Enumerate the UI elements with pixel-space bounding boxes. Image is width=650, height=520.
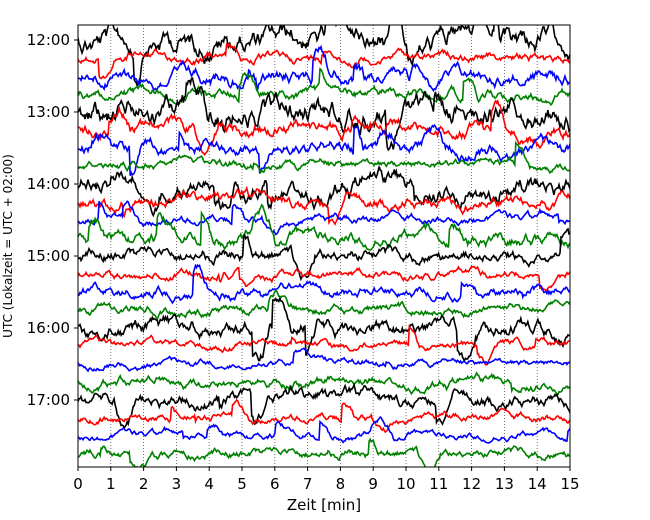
seismogram-trace (78, 67, 570, 107)
seismogram-trace (78, 25, 570, 88)
seismogram-trace (78, 200, 570, 236)
seismogram-trace (78, 166, 570, 218)
x-tick-label: 9 (368, 475, 378, 493)
seismogram-trace (78, 399, 570, 434)
seismogram-trace (78, 437, 570, 467)
plot-frame (77, 24, 571, 468)
seismogram-trace (78, 288, 570, 321)
seismogram-trace (78, 185, 570, 226)
seismogram-trace (78, 44, 570, 93)
x-tick-label: 1 (106, 475, 116, 493)
seismogram-trace (78, 371, 570, 396)
x-tick-label: 5 (237, 475, 247, 493)
seismogram-trace (78, 296, 570, 362)
seismogram-trace (78, 265, 570, 293)
y-axis-label: UTC (Lokalzeit = UTC + 02:00) (1, 154, 15, 338)
seismogram-trace (78, 347, 570, 373)
y-tick-label: 15:00 (27, 247, 70, 265)
x-tick-label: 14 (528, 475, 547, 493)
y-tick-label: 16:00 (27, 319, 70, 337)
x-axis-label: Zeit [min] (287, 496, 361, 514)
x-tick-label: 8 (336, 475, 346, 493)
seismogram-trace (78, 123, 570, 176)
seismogram-trace (78, 203, 570, 251)
x-tick-label: 11 (429, 475, 448, 493)
y-tick-label: 14:00 (27, 175, 70, 193)
x-tick-label: 12 (462, 475, 481, 493)
y-tick-label: 17:00 (27, 391, 70, 409)
seismogram-trace (78, 263, 570, 305)
seismogram-trace (78, 227, 570, 282)
seismogram-trace (78, 416, 570, 444)
x-tick-label: 2 (139, 475, 149, 493)
seismogram-trace (78, 382, 570, 430)
x-tick-label: 13 (495, 475, 514, 493)
x-tick-label: 6 (270, 475, 280, 493)
seismogram-trace (78, 77, 570, 152)
x-tick-label: 7 (303, 475, 313, 493)
x-tick-label: 0 (73, 475, 83, 493)
seismogram-trace (78, 42, 570, 80)
seismogram-trace (78, 99, 570, 157)
x-tick-label: 15 (560, 475, 579, 493)
x-tick-label: 4 (204, 475, 214, 493)
seismogram-trace (78, 140, 570, 175)
x-tick-label: 10 (396, 475, 415, 493)
y-tick-label: 12:00 (27, 31, 70, 49)
x-tick-label: 3 (172, 475, 182, 493)
y-tick-label: 13:00 (27, 103, 70, 121)
